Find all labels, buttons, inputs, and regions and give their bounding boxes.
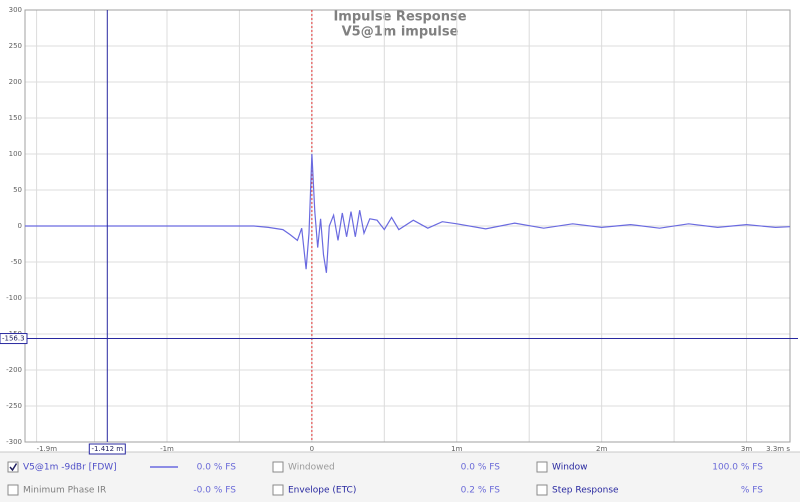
checkbox[interactable] xyxy=(272,461,284,473)
x-tick-label: 2m xyxy=(596,445,607,453)
checkbox[interactable] xyxy=(272,484,284,496)
legend-readout: 0.2 % FS xyxy=(461,486,501,496)
legend-label: Window xyxy=(552,463,588,473)
checkbox[interactable] xyxy=(536,461,548,473)
chart-subtitle: V5@1m impulse xyxy=(342,25,459,40)
chart-title: Impulse Response xyxy=(333,10,466,25)
cursor-y-box xyxy=(0,333,28,345)
y-tick-label: 200 xyxy=(9,78,22,86)
x-tick-label: 3m xyxy=(741,445,752,453)
y-tick-label: 0 xyxy=(18,222,22,230)
y-tick-label: 100 xyxy=(9,150,22,158)
y-tick-label: 250 xyxy=(9,42,22,50)
y-tick-label: -300 xyxy=(6,438,22,446)
checkbox[interactable] xyxy=(7,461,19,473)
legend-label: Step Response xyxy=(552,486,619,496)
legend-label: Windowed xyxy=(288,463,335,473)
y-tick-label: -250 xyxy=(6,402,22,410)
x-tick-label: 1m xyxy=(451,445,462,453)
x-tick-label: 0 xyxy=(310,445,314,453)
legend-readout: 0.0 % FS xyxy=(197,463,237,473)
legend-readout: 0.0 % FS xyxy=(461,463,501,473)
legend-readout: 100.0 % FS xyxy=(712,463,763,473)
y-tick-label: 150 xyxy=(9,114,22,122)
legend-label: V5@1m -9dBr [FDW] xyxy=(23,463,117,473)
legend-panel xyxy=(0,452,800,502)
legend-readout: % FS xyxy=(741,486,763,496)
legend-label: Envelope (ETC) xyxy=(288,486,356,496)
y-tick-label: -100 xyxy=(6,294,22,302)
checkbox[interactable] xyxy=(7,484,19,496)
checkbox[interactable] xyxy=(536,484,548,496)
checkmark xyxy=(9,463,18,472)
legend-readout: -0.0 % FS xyxy=(193,486,236,496)
cursor-x-box xyxy=(88,443,126,455)
y-tick-label: -50 xyxy=(11,258,22,266)
x-tick-label: 3.3m s xyxy=(766,445,790,453)
x-tick-label: -1m xyxy=(160,445,174,453)
cursor-y-label: -156.3 xyxy=(2,335,25,343)
y-tick-label: 50 xyxy=(13,186,22,194)
y-tick-label: 300 xyxy=(9,6,22,14)
series-line xyxy=(25,153,791,273)
y-tick-label: -200 xyxy=(6,366,22,374)
legend-label: Minimum Phase IR xyxy=(23,486,106,496)
x-tick-label: -1.9m xyxy=(37,445,58,453)
cursor-x-label: -1.412 m xyxy=(91,445,123,453)
